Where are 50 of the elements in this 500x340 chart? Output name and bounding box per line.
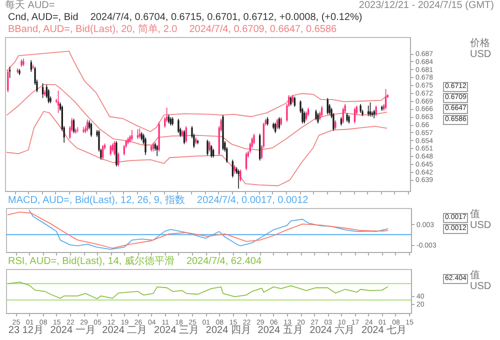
y-axis-title: 价格 USD: [470, 38, 492, 60]
text: 2024 五月: [258, 325, 303, 337]
chart-subtitle: 2023/12/21 - 2024/7/15 (GMT): [358, 0, 494, 12]
candlestick: [82, 126, 84, 134]
candlestick: [90, 122, 92, 138]
candlestick: [253, 133, 255, 145]
candlestick: [138, 128, 141, 139]
text: 2024/7/4, 0.6709, 0.6647, 0.6586: [189, 24, 337, 36]
text: 23 12月: [8, 325, 44, 337]
candlestick: [131, 130, 133, 141]
line-series: [7, 282, 388, 300]
candlestick: [185, 126, 188, 144]
candlestick: [30, 60, 32, 72]
candlestick: [208, 140, 210, 152]
chart-title: 每天 AUD=: [5, 0, 55, 12]
line-series: [6, 110, 388, 186]
text: 2024 四月: [206, 325, 251, 337]
y-axis-title: 值 USD: [470, 209, 492, 231]
text: BBand, AUD=, Bid(Last), 20, 简单, 2.0: [8, 24, 178, 36]
line-series: [6, 84, 388, 150]
candlestick: [320, 106, 323, 118]
candlestick: [7, 70, 9, 93]
candlestick: [144, 136, 146, 156]
line-series: [6, 50, 388, 132]
candlestick: [116, 140, 118, 167]
candlestick: [206, 139, 208, 156]
y-axis-title: 值 USD: [470, 270, 492, 292]
candlestick: [278, 116, 280, 130]
candlestick: [326, 98, 328, 115]
text: 2024 二月: [102, 325, 148, 337]
candlestick: [178, 118, 180, 134]
text: 2024/7/4, 0.0017, 0.0012: [197, 195, 308, 207]
candlestick: [57, 90, 60, 114]
candlestick: [114, 140, 116, 156]
text: Cnd, AUD=, Bid: [8, 12, 78, 24]
candlestick: [304, 110, 306, 124]
candlestick: [32, 64, 34, 70]
candlestick: [317, 112, 319, 124]
text: 2024 七月: [362, 325, 407, 337]
candlestick: [238, 169, 240, 190]
text: 2024 三月: [154, 325, 200, 337]
candlestick: [240, 169, 242, 182]
text: 2024 一月: [50, 325, 96, 337]
candlestick: [42, 82, 44, 98]
text: RSI, AUD=, Bid(Last), 14, 威尔德平滑: [8, 256, 174, 268]
text: 2024/7/4, 62.404: [186, 256, 262, 268]
candlestick: [315, 109, 317, 121]
text: 2024 六月: [310, 325, 355, 337]
text: MACD, AUD=, Bid(Last), 12, 26, 9, 指数: [8, 195, 186, 207]
text: 2024/7/4, 0.6704, 0.6715, 0.6701, 0.6712, +0.0008, (+0.12%): [90, 12, 362, 24]
